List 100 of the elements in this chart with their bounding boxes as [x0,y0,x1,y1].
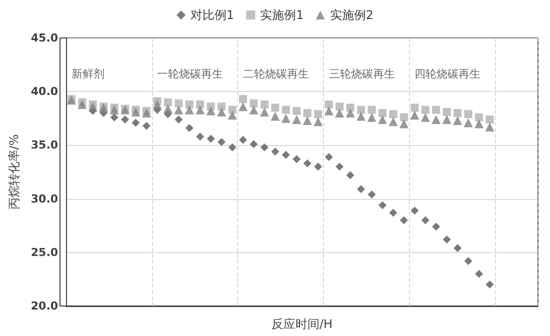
point [88,102,98,112]
point [356,112,366,121]
point [174,99,183,108]
point [314,110,322,118]
point [292,155,301,164]
point [400,113,408,122]
point [250,99,258,108]
point [442,108,451,116]
point [453,116,462,126]
point [442,114,452,124]
y-tick-label: 40.0 [30,85,58,98]
point [432,222,440,231]
point [389,208,398,217]
point [367,112,376,122]
point [464,110,472,118]
point [292,106,301,115]
point [110,105,119,114]
point [142,122,150,130]
point [174,115,183,124]
point [228,106,236,114]
point [206,134,215,143]
point [399,119,408,128]
y-tick-label: 25.0 [30,246,58,259]
point [368,106,376,114]
point [260,107,269,116]
point [282,106,290,114]
point [324,152,333,161]
y-tick-label: 35.0 [30,138,58,152]
point [421,106,430,114]
point [346,171,354,180]
point [302,116,312,126]
point [324,106,334,116]
point [336,162,344,171]
point [475,113,484,122]
point [464,256,472,265]
point [196,132,204,141]
point [239,136,248,144]
point [314,162,322,171]
point [174,105,184,114]
point [474,119,484,128]
point [464,118,473,128]
point [260,100,268,108]
point [185,100,194,108]
y-axis-title: 丙烷转化率/% [7,134,21,210]
annotation: 新鲜剂 [71,68,104,81]
point [281,114,290,123]
annotation: 一轮烧碳再生 [157,68,224,81]
y-tick-label: 30.0 [30,192,58,206]
annotation: 二轮烧碳再生 [243,68,310,81]
point [421,216,430,224]
point [152,100,162,109]
point [131,107,140,116]
point [410,206,419,215]
point [271,104,280,112]
point [410,104,419,112]
y-tick-label: 20.0 [30,300,58,312]
point [239,95,248,104]
point [217,107,226,116]
point [218,138,226,146]
point [250,140,258,148]
point [475,270,484,278]
point [454,244,462,252]
point [410,110,420,120]
legend-label: 实施例2 [330,8,374,22]
point [454,109,462,118]
y-tick-label: 45.0 [30,32,58,44]
point [78,100,87,109]
legend-label: 实施例1 [260,8,304,22]
point [164,98,172,106]
point [121,115,130,124]
point [420,112,430,122]
point [110,113,118,122]
point [260,143,268,152]
point [282,150,290,159]
point [346,108,355,118]
point [357,106,366,114]
point [314,117,323,126]
point [485,122,494,132]
point [378,114,387,124]
point [206,106,216,116]
point [270,112,280,121]
point [142,108,151,118]
point [132,118,140,127]
point [336,102,344,111]
point [486,280,494,289]
point [238,102,248,112]
point [218,102,226,111]
annotation: 四轮烧碳再生 [414,68,481,81]
point [368,190,376,199]
point [486,115,494,124]
point [378,109,386,118]
point [196,105,205,114]
point [228,110,237,120]
point [228,143,236,152]
point [442,236,451,244]
point [184,105,194,114]
point [357,185,366,194]
point [303,109,312,118]
point [196,100,204,108]
point [432,114,441,124]
